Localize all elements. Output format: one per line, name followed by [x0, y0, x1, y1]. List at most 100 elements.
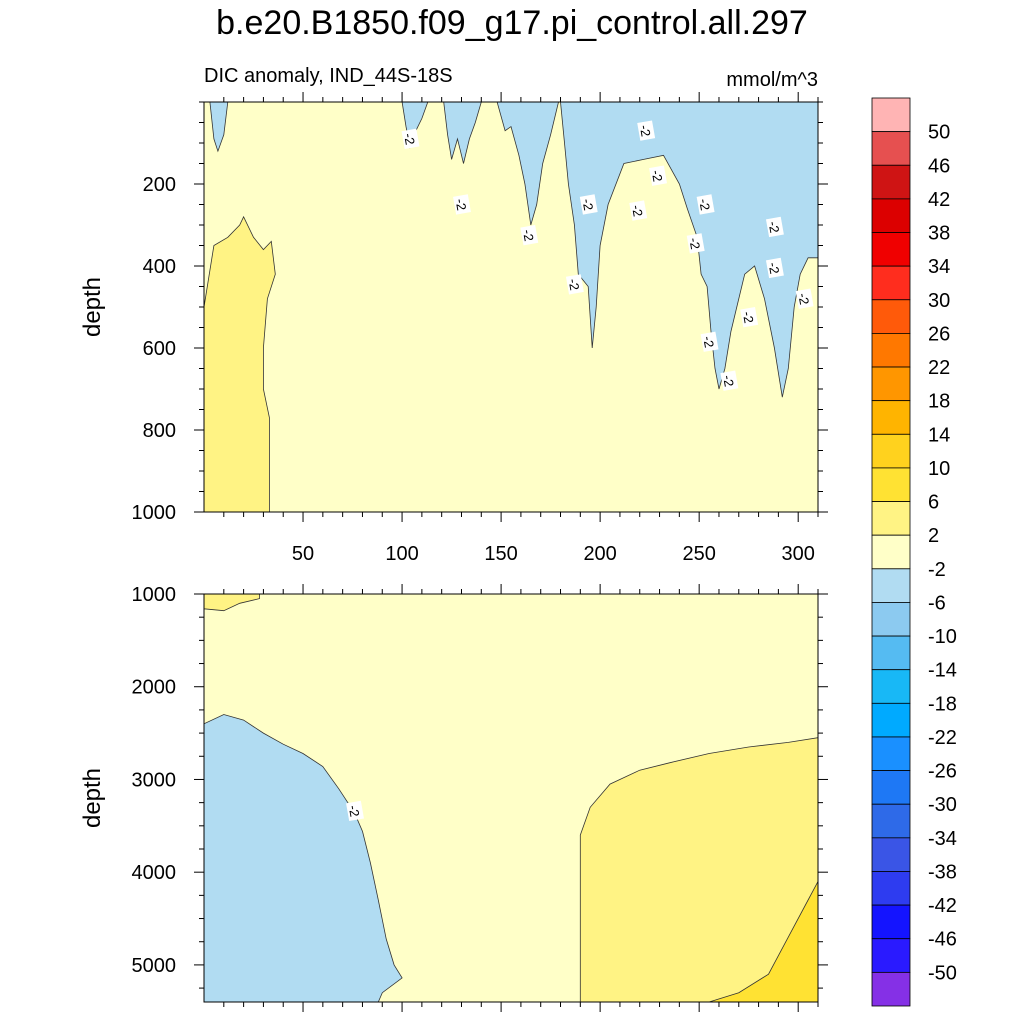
colorbar-label: 14 [928, 424, 950, 446]
contour-label: -2 [696, 198, 713, 212]
contour-region [496, 102, 559, 226]
contour-label: -2 [637, 124, 654, 138]
x-tick-label: 50 [292, 543, 314, 565]
contour-region [579, 737, 818, 1002]
y-tick-label: 200 [143, 174, 176, 196]
contour-region [443, 102, 482, 164]
contour-label: -2 [579, 198, 596, 212]
y-tick-label: 4000 [132, 862, 177, 884]
colorbar-label: 26 [928, 323, 950, 345]
colorbar-swatch [871, 803, 911, 839]
colorbar-swatch [871, 433, 911, 469]
colorbar-swatch [871, 971, 911, 1007]
x-tick-label: 100 [385, 543, 418, 565]
contour-region [209, 102, 229, 153]
colorbar-swatch [871, 164, 911, 200]
y-tick-label: 1000 [132, 502, 177, 524]
contour-label-box [686, 233, 705, 254]
colorbar-label: -2 [928, 559, 946, 581]
colorbar-label: 34 [928, 256, 950, 278]
colorbar: 50 46 42 38 34 30 26 22 18 14 10 6 2 -2 -6 -10 -14 -18 -22… [871, 97, 957, 1007]
y-tick-label: 2000 [132, 677, 177, 699]
contour-label-box [765, 257, 784, 279]
y-tick-label: 1000 [132, 584, 177, 606]
y-tick-label: 5000 [132, 955, 177, 977]
contour-label-box [700, 331, 719, 352]
subtitle-left: DIC anomaly, IND_44S-18S [204, 65, 453, 87]
contour-label: -2 [720, 374, 737, 388]
contour-label-box [453, 194, 471, 215]
colorbar-label: -38 [928, 861, 957, 883]
contour-label-box [520, 224, 539, 246]
y-tick-label: 3000 [132, 769, 177, 791]
subtitle-right: mmol/m^3 [726, 69, 818, 91]
y-tick-label: 600 [143, 338, 176, 360]
contour-label-box [696, 194, 715, 215]
colorbar-swatch [871, 232, 911, 267]
y-tick-label: 400 [143, 256, 176, 278]
contour-label-box [720, 370, 739, 391]
contour-region [708, 881, 818, 1002]
upper-panel: -2 -2 -2 -2 -2 -2 -2 -2 -2 -2 -2 -2 -2 -2 -2 -2 50 100 150… [79, 92, 828, 565]
colorbar-swatch [871, 501, 911, 536]
contour-label: -2 [629, 204, 646, 218]
contour-label: -2 [401, 132, 418, 146]
colorbar-swatch [871, 770, 911, 805]
y-axis-label: depth [79, 277, 106, 337]
colorbar-label: 50 [928, 122, 950, 144]
colorbar-swatch [871, 198, 911, 233]
colorbar-swatch [871, 97, 911, 133]
contour-label-box [637, 120, 656, 141]
colorbar-label: 6 [928, 492, 939, 514]
colorbar-label: -30 [928, 794, 957, 816]
lower-panel: -2 1000 2000 3000 4000 5000 depth [79, 584, 828, 1012]
contour-region [560, 102, 818, 398]
colorbar-swatch [871, 265, 911, 301]
contour-label: -2 [453, 198, 470, 212]
colorbar-swatch [871, 602, 911, 637]
contour-label: -2 [565, 278, 582, 292]
colorbar-label: -6 [928, 592, 946, 614]
colorbar-label: -10 [928, 626, 957, 648]
colorbar-label: 46 [928, 155, 950, 177]
colorbar-swatch [871, 736, 911, 771]
colorbar-label: 18 [928, 391, 950, 413]
colorbar-label: -50 [928, 962, 957, 984]
colorbar-label: 42 [928, 189, 950, 211]
x-tick-label: 200 [583, 543, 616, 565]
contour-label: -2 [766, 220, 783, 234]
colorbar-swatch [871, 837, 911, 872]
plot-frame [203, 593, 819, 1003]
contour-label-box [401, 128, 420, 149]
chart-title: b.e20.B1850.f09_g17.pi_control.all.297 [216, 4, 808, 42]
colorbar-label: -46 [928, 929, 957, 951]
contour-label-box [565, 274, 584, 295]
contour-label-box [795, 288, 814, 309]
colorbar-label: -14 [928, 660, 957, 682]
colorbar-swatch [871, 702, 911, 738]
colorbar-label: 22 [928, 357, 950, 379]
x-tick-label: 150 [484, 543, 517, 565]
y-tick-label: 800 [143, 420, 176, 442]
colorbar-swatch [871, 534, 911, 570]
colorbar-swatch [871, 467, 911, 502]
colorbar-label: -18 [928, 693, 957, 715]
colorbar-label: 30 [928, 290, 950, 312]
contour-label-box [765, 216, 784, 238]
colorbar-swatch [871, 400, 911, 435]
x-tick-label: 300 [782, 543, 815, 565]
contour-region [204, 594, 260, 612]
contour-label-box [346, 800, 364, 822]
contour-label-box [579, 194, 598, 215]
colorbar-swatch [871, 131, 911, 166]
contour-label: -2 [346, 804, 363, 818]
colorbar-label: -22 [928, 727, 957, 749]
contour-label: -2 [649, 169, 666, 183]
contour-label-box [740, 306, 759, 328]
colorbar-swatch [871, 366, 911, 402]
colorbar-swatch [871, 669, 911, 704]
y-axis-label: depth [79, 768, 106, 828]
x-tick-label: 250 [682, 543, 715, 565]
colorbar-label: 10 [928, 458, 950, 480]
